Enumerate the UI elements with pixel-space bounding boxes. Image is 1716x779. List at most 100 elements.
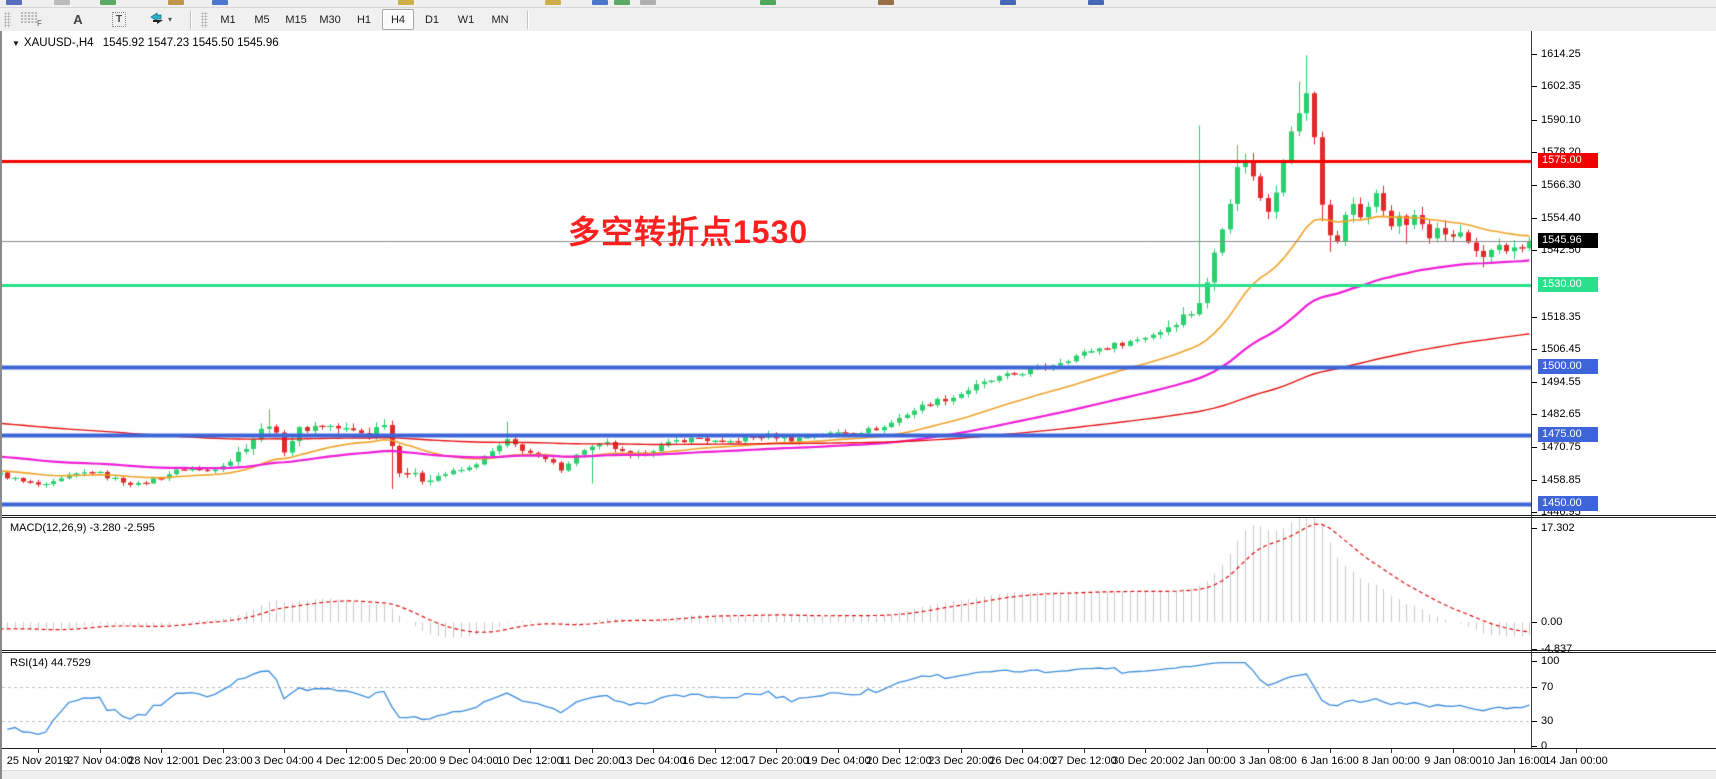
timeframe-button-w1[interactable]: W1 [457, 13, 475, 26]
time-axis-tick [961, 749, 962, 753]
timeframe-button-d1[interactable]: D1 [424, 13, 440, 26]
symbol-ohlc-values: 1545.92 1547.23 1545.50 1545.96 [102, 37, 279, 49]
time-axis-label: 4 Dec 12:00 [316, 755, 376, 767]
cropped-toolbar-icon [614, 0, 630, 5]
timeframe-button-group: M1 M5 M15 M30 H1 H4 D1 W1 MN [211, 9, 517, 30]
panel-separator-2[interactable] [2, 650, 1716, 653]
fibonacci-tool-button[interactable]: F [15, 9, 47, 30]
time-axis-label: 26 Dec 04:00 [989, 755, 1055, 767]
axis-tick [1532, 661, 1537, 662]
timeframe-button-m30[interactable]: M30 [319, 13, 341, 26]
axis-tick [1532, 480, 1537, 481]
rsi-tick-label: 0 [1541, 740, 1548, 752]
level-price-label: 1475.00 [1538, 427, 1598, 442]
timeframe-button-h1[interactable]: H1 [356, 13, 372, 26]
symbol-dropdown-icon[interactable]: ▼ [12, 39, 20, 48]
axis-tick [1532, 382, 1537, 383]
time-axis-tick [899, 749, 900, 753]
cropped-toolbar-strip [0, 0, 1716, 8]
toolbar-grip[interactable] [4, 11, 11, 28]
time-axis-label: 27 Dec 12:00 [1051, 755, 1117, 767]
time-axis-label: 1 Dec 23:00 [193, 755, 253, 767]
chevron-down-icon: ▾ [168, 15, 173, 24]
price-chart-canvas[interactable] [2, 31, 1531, 515]
time-axis-label: 5 Dec 20:00 [377, 755, 437, 767]
axis-tick [1532, 54, 1537, 55]
time-axis-label: 16 Dec 12:00 [682, 755, 748, 767]
time-axis-tick [1145, 749, 1146, 753]
time-axis-label: 10 Jan 16:00 [1482, 755, 1546, 767]
axis-tick [1532, 512, 1537, 513]
cropped-toolbar-icon [1088, 0, 1104, 5]
svg-text:F: F [37, 19, 42, 26]
time-axis-tick [469, 749, 470, 753]
cropped-toolbar-icon [640, 0, 656, 5]
toolbar-grip-2[interactable] [201, 11, 209, 28]
time-axis-label: 25 Nov 2019 [6, 755, 70, 767]
time-axis-tick [776, 749, 777, 753]
rsi-label: RSI(14) 44.7529 [10, 657, 91, 669]
cropped-toolbar-icon [168, 0, 184, 5]
cropped-toolbar-icon [545, 0, 561, 5]
time-axis-tick [38, 749, 39, 753]
time-axis-label: 3 Dec 04:00 [254, 755, 314, 767]
rsi-tick-label: 30 [1541, 715, 1554, 727]
arrows-tool-button[interactable]: ▾ [144, 9, 177, 30]
time-axis-tick [1514, 749, 1515, 753]
timeframe-button-h4[interactable]: H4 [382, 9, 415, 30]
cropped-toolbar-icon [1000, 0, 1016, 5]
chart-symbol-title[interactable]: ▼ XAUUSD-,H4 1545.92 1547.23 1545.50 1545… [12, 37, 279, 49]
chart-window: ▼ XAUUSD-,H4 1545.92 1547.23 1545.50 1545… [0, 31, 1716, 779]
price-tick-label: 1506.45 [1541, 343, 1581, 355]
axis-tick [1532, 746, 1537, 747]
axis-tick [1532, 414, 1537, 415]
axis-tick [1532, 649, 1537, 650]
toolbar: F A T ▾ M1 M5 M15 M30 H1 H4 D1 W1 MN [0, 8, 1716, 32]
time-axis-tick [223, 749, 224, 753]
axis-tick [1532, 120, 1537, 121]
level-price-label: 1450.00 [1538, 496, 1598, 511]
current-price-label: 1545.96 [1538, 233, 1598, 248]
time-axis-label: 30 Dec 20:00 [1112, 755, 1178, 767]
time-axis-tick [1330, 749, 1331, 753]
time-axis-label: 19 Dec 04:00 [805, 755, 871, 767]
time-axis-label: 13 Dec 04:00 [620, 755, 686, 767]
axis-tick [1532, 447, 1537, 448]
time-axis-tick [1453, 749, 1454, 753]
chart-annotation-text[interactable]: 多空转折点1530 [568, 214, 809, 250]
time-axis-tick [407, 749, 408, 753]
price-axis[interactable]: 1614.25 1602.35 1590.10 1578.20 1566.30 1554.… [1532, 31, 1716, 752]
text-label-tool-button[interactable]: T [103, 9, 135, 30]
price-tick-label: 1482.65 [1541, 408, 1581, 420]
rsi-panel[interactable]: RSI(14) 44.7529 [2, 653, 1716, 748]
cropped-toolbar-icon [6, 0, 22, 5]
timeframe-button-m5[interactable]: M5 [254, 13, 270, 26]
time-axis-tick [346, 749, 347, 753]
time-axis-label: 8 Jan 00:00 [1362, 755, 1420, 767]
axis-tick [1532, 721, 1537, 722]
time-axis-label: 17 Dec 20:00 [743, 755, 809, 767]
price-chart-panel[interactable]: ▼ XAUUSD-,H4 1545.92 1547.23 1545.50 1545… [2, 31, 1716, 515]
fibonacci-icon: F [20, 11, 42, 29]
panel-separator[interactable] [2, 515, 1716, 518]
macd-canvas[interactable] [2, 518, 1531, 650]
time-axis-tick [1268, 749, 1269, 753]
cropped-toolbar-icon [878, 0, 894, 5]
time-axis-label: 9 Jan 08:00 [1424, 755, 1482, 767]
time-axis-label: 6 Jan 16:00 [1301, 755, 1359, 767]
text-tool-button[interactable]: A [62, 9, 94, 30]
timeframe-button-m1[interactable]: M1 [220, 13, 236, 26]
price-tick-label: 1590.10 [1541, 114, 1581, 126]
axis-tick [1532, 687, 1537, 688]
cropped-toolbar-icon [592, 0, 608, 5]
time-axis-tick [161, 749, 162, 753]
level-price-label: 1530.00 [1538, 277, 1598, 292]
time-axis-tick [1391, 749, 1392, 753]
macd-panel[interactable]: MACD(12,26,9) -3.280 -2.595 [2, 518, 1716, 650]
axis-tick [1532, 317, 1537, 318]
rsi-canvas[interactable] [2, 653, 1531, 748]
timeframe-button-mn[interactable]: MN [491, 13, 509, 26]
timeframe-button-m15[interactable]: M15 [285, 13, 307, 26]
time-axis-tick [1084, 749, 1085, 753]
